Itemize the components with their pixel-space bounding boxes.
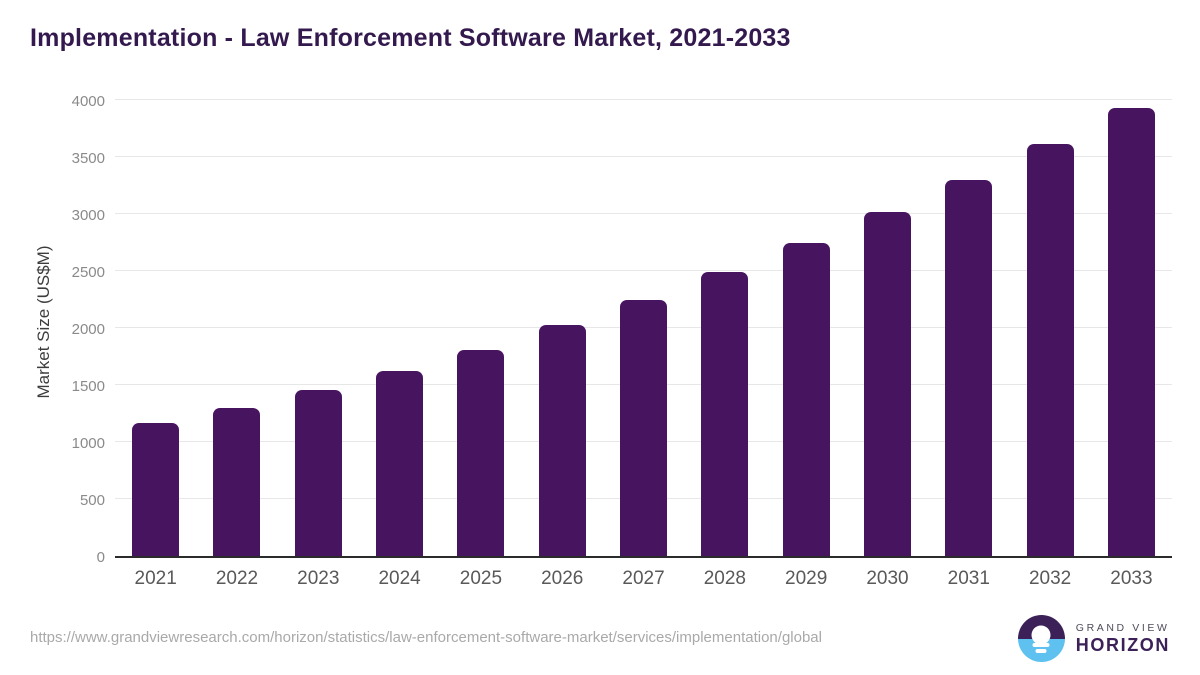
y-tick-label: 4000: [71, 93, 105, 110]
y-tick-label: 500: [79, 492, 105, 509]
y-tick-label: 1000: [71, 435, 105, 452]
bars-container: [115, 102, 1172, 556]
x-tick-label-2024: 2024: [378, 568, 421, 589]
logo-brand-bottom: HORIZON: [1075, 635, 1170, 655]
y-axis-ticks: 0 500 1000 1500 2000 2500 3000 3500 4000: [0, 93, 105, 566]
x-tick-label-2023: 2023: [297, 568, 340, 589]
bar-chart-plot-area: [115, 99, 1172, 558]
bar-slot-2023: [278, 102, 359, 556]
x-tick-label-2032: 2032: [1028, 568, 1072, 589]
bar-slot-2026: [522, 102, 603, 556]
gridline-2500: [115, 270, 1172, 271]
logo-text: GRAND VIEW HORIZON: [1076, 622, 1170, 655]
bar-slot-2029: [766, 102, 847, 556]
logo-brand-top: GRAND VIEW: [1075, 622, 1170, 634]
x-tick-label-2025: 2025: [459, 568, 503, 589]
y-tick-label: 3500: [71, 150, 105, 167]
bar-2023: [294, 390, 342, 556]
source-url: https://www.grandviewresearch.com/horizo…: [30, 629, 822, 646]
bar-2026: [538, 325, 586, 556]
logo-reflection-line-1: [1032, 642, 1050, 647]
grand-view-horizon-logo: GRAND VIEW HORIZON: [1017, 615, 1170, 662]
y-tick-label: 2500: [71, 264, 105, 281]
y-tick-label: 1500: [71, 378, 105, 395]
bar-2033: [1107, 107, 1155, 556]
bar-slot-2030: [847, 102, 928, 556]
horizon-sun-logo-icon: [1017, 615, 1065, 662]
bar-slot-2027: [603, 102, 684, 556]
x-tick-label-2021: 2021: [134, 568, 177, 589]
x-tick-label-2030: 2030: [866, 568, 909, 589]
x-tick-label-2022: 2022: [215, 568, 259, 589]
x-axis-labels: 2021 2022 2023 2024 2025 2026 2027 2028 2029 2030…: [115, 568, 1172, 590]
gridline-3000: [115, 213, 1172, 214]
bar-slot-2031: [928, 102, 1009, 556]
bar-2024: [376, 370, 424, 556]
gridline-3500: [115, 156, 1172, 157]
x-tick-label-2029: 2029: [785, 568, 828, 589]
bar-2021: [132, 423, 180, 556]
bar-slot-2032: [1009, 102, 1090, 556]
bar-2028: [701, 272, 749, 556]
bar-slot-2025: [440, 102, 521, 556]
x-tick-label-2027: 2027: [622, 568, 665, 589]
x-tick-label-2028: 2028: [703, 568, 746, 589]
x-tick-label-2033: 2033: [1110, 568, 1153, 589]
x-tick-label-2026: 2026: [541, 568, 584, 589]
bar-slot-2021: [115, 102, 196, 556]
x-tick-label-2031: 2031: [947, 568, 990, 589]
bar-slot-2033: [1091, 102, 1172, 556]
gridline-4000: [115, 99, 1172, 100]
y-tick-label: 0: [96, 549, 105, 566]
logo-sun-circle: [1031, 625, 1051, 645]
bar-slot-2022: [196, 102, 277, 556]
bar-2030: [863, 211, 911, 556]
bar-2027: [620, 300, 668, 556]
y-tick-label: 2000: [71, 321, 105, 338]
bar-slot-2028: [684, 102, 765, 556]
bar-2025: [457, 349, 505, 556]
bar-2029: [782, 243, 830, 556]
bar-2031: [945, 179, 993, 556]
bar-2032: [1026, 144, 1074, 556]
bar-2022: [213, 407, 261, 556]
page-title: Implementation - Law Enforcement Softwar…: [30, 24, 791, 52]
y-tick-label: 3000: [71, 207, 105, 224]
bar-slot-2024: [359, 102, 440, 556]
logo-reflection-line-2: [1035, 649, 1047, 653]
